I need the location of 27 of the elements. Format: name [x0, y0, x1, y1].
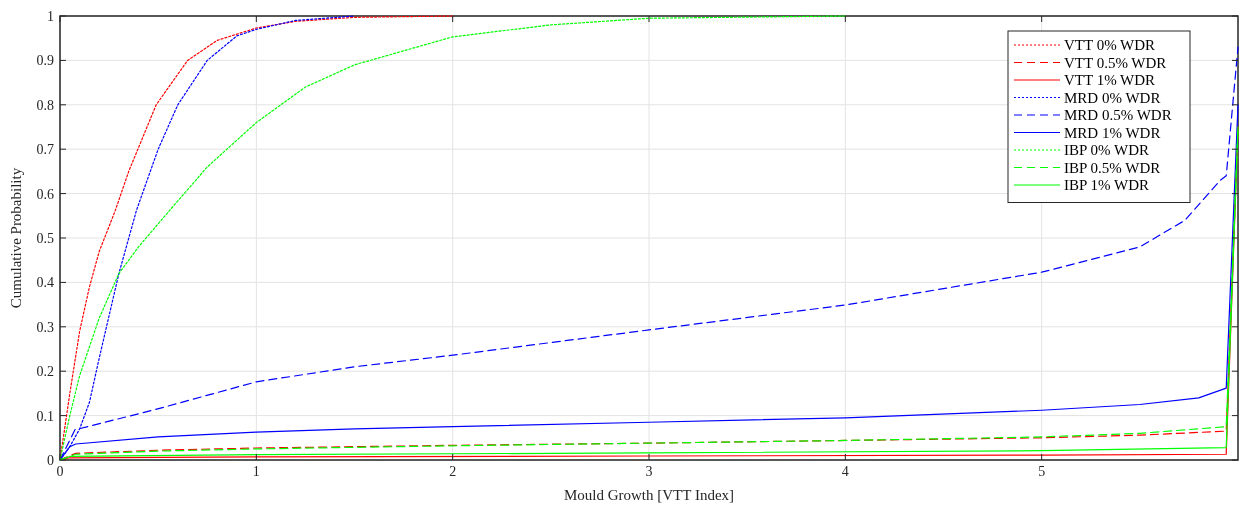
y-tick-label: 0.7 — [36, 142, 54, 158]
legend-label: VTT 0.5% WDR — [1064, 54, 1167, 71]
x-tick-label: 2 — [449, 464, 457, 479]
y-tick-label: 0.1 — [36, 408, 54, 424]
y-tick-label: 1 — [47, 8, 54, 24]
legend-label: MRD 0.5% WDR — [1064, 107, 1172, 124]
x-axis-title: Mould Growth [VTT Index] — [563, 487, 735, 503]
y-axis-title: Cumulative Probability — [8, 167, 24, 309]
legend-label: VTT 1% WDR — [1064, 72, 1156, 89]
x-tick-label: 3 — [645, 464, 653, 479]
y-tick-label: 0.9 — [36, 53, 54, 69]
legend-label: IBP 0.5% WDR — [1064, 159, 1161, 176]
x-tick-label: 5 — [1038, 464, 1046, 479]
y-tick-label: 0.8 — [36, 97, 54, 113]
y-tick-label: 0.6 — [36, 186, 54, 202]
x-tick-label: 1 — [252, 464, 260, 479]
y-tick-label: 0.4 — [36, 275, 54, 291]
y-tick-label: 0.2 — [36, 364, 54, 380]
legend-label: VTT 0% WDR — [1064, 37, 1156, 54]
y-tick-label: 0.3 — [36, 319, 54, 335]
legend-label: IBP 1% WDR — [1064, 177, 1150, 194]
legend-label: IBP 0% WDR — [1064, 142, 1150, 159]
legend-label: MRD 0% WDR — [1064, 89, 1161, 106]
legend-label: MRD 1% WDR — [1064, 124, 1161, 141]
x-tick-label: 4 — [841, 464, 849, 479]
y-tick-label: 0 — [47, 452, 54, 468]
y-tick-label: 0.5 — [36, 230, 54, 246]
